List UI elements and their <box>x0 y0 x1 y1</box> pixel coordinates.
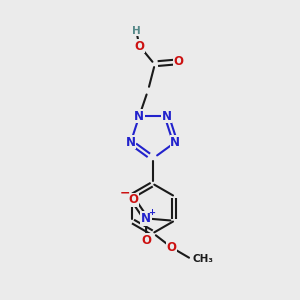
Text: O: O <box>141 233 152 247</box>
Text: −: − <box>120 187 130 200</box>
Text: O: O <box>134 40 144 53</box>
Text: CH₃: CH₃ <box>193 254 214 264</box>
Text: O: O <box>173 55 183 68</box>
Text: +: + <box>148 208 155 217</box>
Text: N: N <box>141 212 151 225</box>
Text: O: O <box>167 241 177 254</box>
Text: H: H <box>132 26 141 36</box>
Text: N: N <box>126 136 136 149</box>
Text: N: N <box>134 110 144 123</box>
Text: O: O <box>128 193 138 206</box>
Text: N: N <box>162 110 172 123</box>
Text: N: N <box>170 136 180 149</box>
